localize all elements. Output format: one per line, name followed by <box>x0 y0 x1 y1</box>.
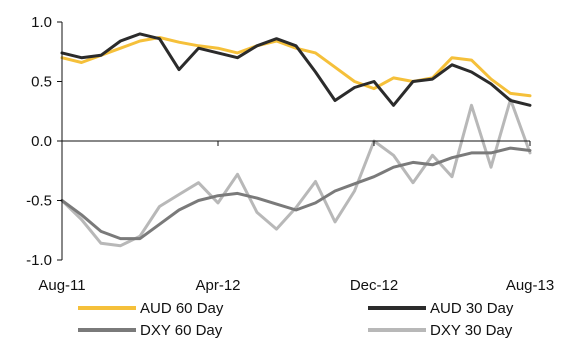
legend-label-dxy-60-day: DXY 60 Day <box>140 322 223 339</box>
x-tick-label: Aug-13 <box>506 277 554 294</box>
legend-label-aud-60-day: AUD 60 Day <box>140 300 224 317</box>
legend-label-aud-30-day: AUD 30 Day <box>430 300 514 317</box>
x-tick-label: Apr-12 <box>195 277 240 294</box>
y-tick-label: 1.0 <box>31 14 52 31</box>
y-tick-label: -0.5 <box>26 193 52 210</box>
x-tick-label: Aug-11 <box>38 277 85 294</box>
y-tick-label: -1.0 <box>26 252 52 269</box>
series-line-dxy-30-day <box>60 97 532 248</box>
legend: AUD 60 Day AUD 30 Day DXY 60 Day DXY 30 Day <box>78 300 514 339</box>
y-tick-label: 0.5 <box>31 74 52 91</box>
y-tick-label: 0.0 <box>31 133 52 150</box>
plot-lines <box>60 32 532 248</box>
x-tick-label: Dec-12 <box>350 277 398 294</box>
y-ticks: 1.0 0.5 0.0 -0.5 -1.0 <box>26 14 62 269</box>
x-ticks: Aug-11 Apr-12 Dec-12 Aug-13 <box>38 141 554 294</box>
legend-label-dxy-30-day: DXY 30 Day <box>430 322 513 339</box>
series-line-dxy-60-day <box>60 146 532 241</box>
series-line-aud-30-day <box>60 32 532 107</box>
